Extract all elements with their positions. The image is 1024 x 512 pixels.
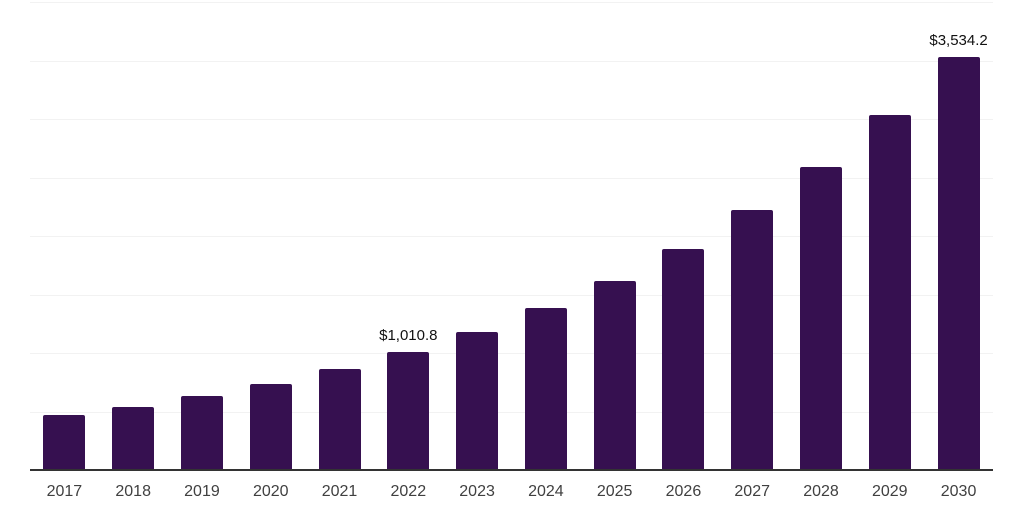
bar-2025 [593,281,636,470]
gridline-4000 [30,2,993,3]
bar-2024 [524,308,567,470]
x-tick-label-2017: 2017 [46,483,83,500]
x-axis-labels: 2017 2018 2019 2020 2021 2022 2023 2024 2025 2026… [30,472,993,512]
bar-2026 [662,249,705,470]
gridline-2000 [30,236,993,237]
bar-2029 [868,115,911,470]
bar-2023 [456,332,499,470]
gridline-500 [30,411,993,413]
x-tick-label-2029: 2029 [871,483,908,500]
bar-slot-2018 [99,2,168,470]
bar-slot-2023 [443,2,512,470]
gridline-1000 [30,353,993,354]
bar-slot-2019 [168,2,237,470]
x-tick-label-2025: 2025 [596,483,633,500]
x-tick-label-2024: 2024 [528,483,564,500]
bar-2019 [180,396,223,470]
bar-2022 [387,351,430,470]
x-tick-label-2030: 2030 [940,483,977,500]
x-tick-label-2018: 2018 [115,483,151,500]
gridline-2500 [30,177,993,179]
bar-value-label-2022: $1,010.8 [379,326,438,344]
x-tick-label-2023: 2023 [459,483,495,500]
bar-slot-2027 [718,2,787,470]
bar-2030 [937,56,980,470]
bar-value-label-2030: $3,534.2 [929,31,988,49]
bar-slot-2026 [649,2,718,470]
x-tick-label-2028: 2028 [803,483,839,500]
x-tick-label-2021: 2021 [321,483,358,500]
bar-slot-2024 [511,2,580,470]
x-tick-label-2022: 2022 [390,483,427,500]
bar-2021 [318,369,361,470]
bar-slot-2021 [305,2,374,470]
bar-slot-2025 [580,2,649,470]
bar-slot-2017 [30,2,99,470]
x-tick-label-2020: 2020 [252,483,289,500]
x-tick-label-2019: 2019 [184,483,220,500]
gridline-1500 [30,294,993,296]
bar-2018 [112,406,155,470]
x-axis-line [30,469,993,471]
bar-slot-2030: $3,534.2 [924,2,993,470]
bar-slot-2029 [855,2,924,470]
bar-2017 [43,415,86,470]
bar-2027 [731,210,774,470]
x-tick-label-2027: 2027 [734,483,770,500]
gridline-3500 [30,60,993,62]
bar-slot-2020 [236,2,305,470]
gridline-3000 [30,119,993,120]
bar-2020 [249,383,292,470]
bar-2028 [799,166,842,470]
bar-slot-2022: $1,010.8 [374,2,443,470]
bar-slot-2028 [787,2,856,470]
x-tick-label-2026: 2026 [665,483,702,500]
bars-row: $1,010.8 $3,534.2 [30,2,993,470]
plot-area: $1,010.8 $3,534.2 [30,2,993,471]
